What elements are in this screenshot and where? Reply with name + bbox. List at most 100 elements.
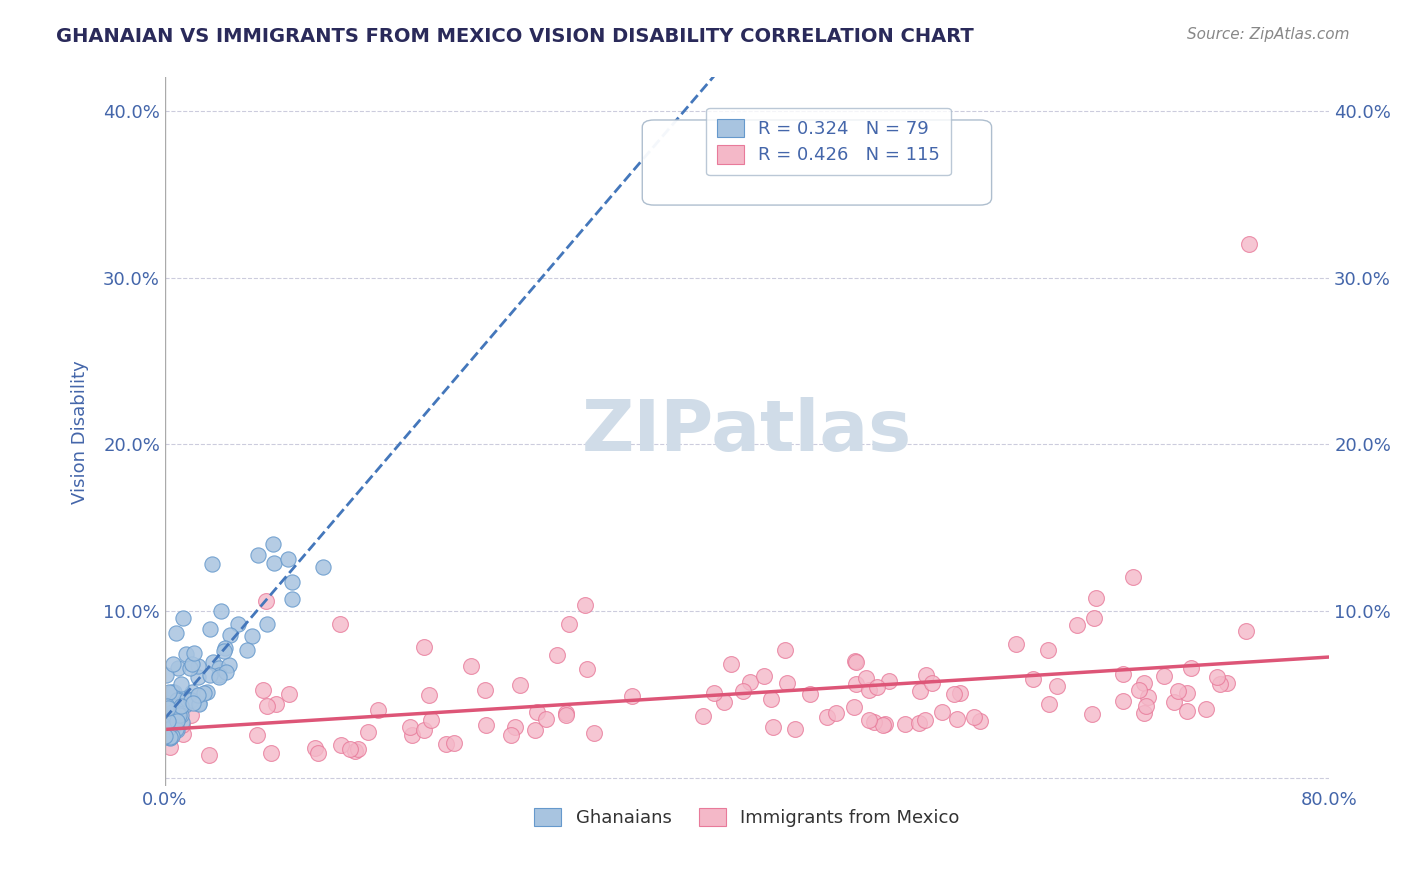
Point [162,729,184,743]
Point [201,558,224,572]
Point [773,643,796,657]
Point [236,642,259,657]
Point [762,720,785,734]
Point [256,698,278,713]
Point [167,708,190,723]
Point [1038,643,1060,657]
Point [188,696,211,710]
Point [1237,237,1260,252]
Point [776,676,799,690]
Point [193,686,215,700]
Point [155,728,177,742]
Point [174,698,197,712]
Point [877,674,900,689]
Point [582,725,605,739]
Point [240,629,263,643]
Point [209,604,232,618]
Point [367,703,389,717]
Point [1111,694,1133,708]
Point [1175,704,1198,718]
Point [339,742,361,756]
Point [277,687,299,701]
Point [166,723,188,737]
Point [413,640,436,654]
Point [908,684,931,698]
Point [252,683,274,698]
Point [198,748,221,763]
Point [167,661,190,675]
Point [942,687,965,701]
Point [713,694,735,708]
Point [181,685,204,699]
Point [1135,699,1157,714]
Point [156,701,179,715]
Point [574,599,596,613]
Point [1081,707,1104,722]
Point [872,717,894,731]
Point [1128,683,1150,698]
Point [187,670,209,684]
Point [855,671,877,685]
Point [1209,677,1232,691]
Point [1038,698,1060,712]
Point [155,668,177,682]
Point [156,723,179,738]
Point [1021,672,1043,686]
Text: GHANAIAN VS IMMIGRANTS FROM MEXICO VISION DISABILITY CORRELATION CHART: GHANAIAN VS IMMIGRANTS FROM MEXICO VISIO… [56,27,974,45]
Point [558,617,581,632]
Point [156,714,179,728]
Point [311,560,333,574]
Point [1167,684,1189,698]
Point [167,703,190,717]
Point [172,610,194,624]
Point [160,720,183,734]
Text: Source: ZipAtlas.com: Source: ZipAtlas.com [1187,27,1350,42]
Point [172,727,194,741]
Point [180,692,202,706]
Point [720,657,742,671]
Point [865,680,887,694]
Point [170,676,193,690]
Point [1153,669,1175,683]
Point [160,705,183,719]
Point [1005,638,1028,652]
Point [475,718,498,732]
Point [166,714,188,728]
Point [246,549,269,563]
Point [1136,690,1159,705]
Point [162,685,184,699]
Point [875,717,897,731]
Point [555,706,578,720]
Point [180,708,202,723]
Point [159,731,181,745]
Text: ZIPatlas: ZIPatlas [582,398,912,467]
Y-axis label: Vision Disability: Vision Disability [72,360,89,504]
Point [914,667,936,681]
Point [621,689,644,703]
Point [179,660,201,674]
Point [281,574,304,589]
Point [1216,676,1239,690]
Point [281,591,304,606]
Point [759,692,782,706]
Point [412,723,434,738]
Point [799,687,821,701]
Point [263,556,285,570]
Point [1111,667,1133,681]
Point [307,746,329,760]
Point [946,712,969,726]
Point [845,677,868,691]
Point [576,662,599,676]
Point [159,740,181,755]
Point [187,689,209,703]
Point [1083,611,1105,625]
Point [212,644,235,658]
Point [198,623,221,637]
Point [731,684,754,698]
Point [207,670,229,684]
Point [752,669,775,683]
Point [246,728,269,742]
Point [208,668,231,682]
Point [159,731,181,745]
Point [1133,676,1156,690]
